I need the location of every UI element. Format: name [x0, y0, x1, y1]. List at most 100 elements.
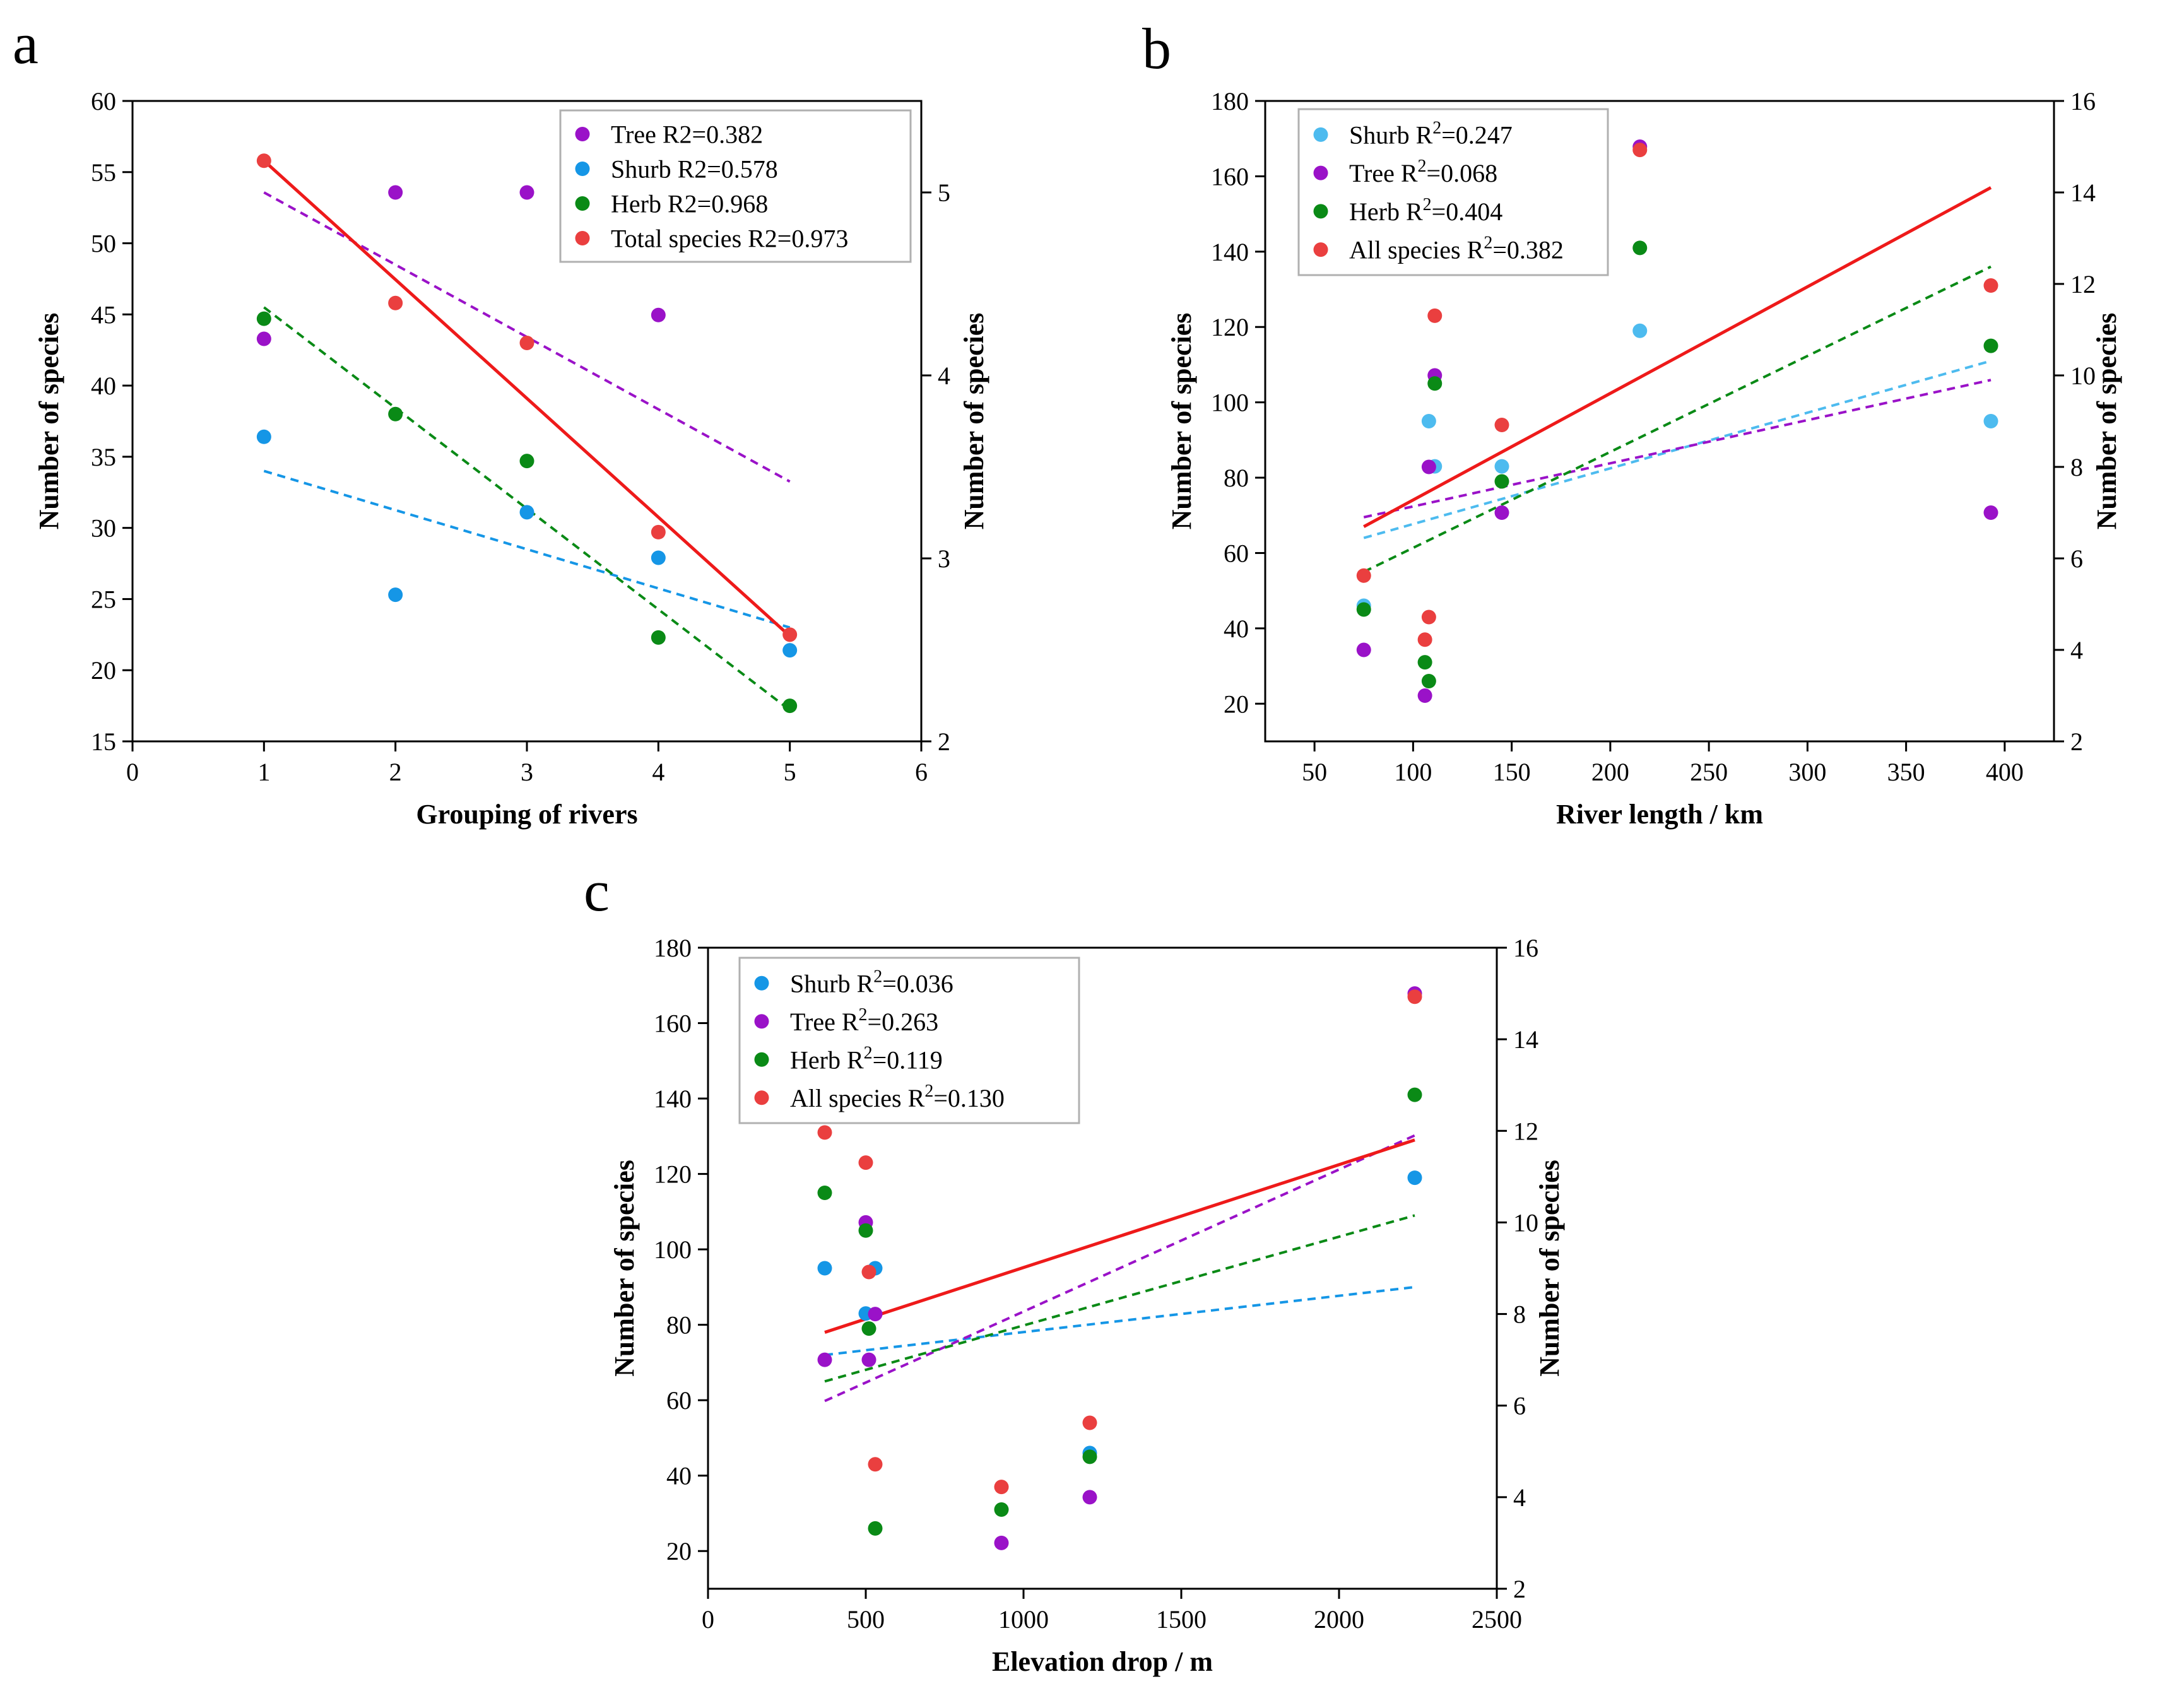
legend-r2: =0.263	[868, 1008, 939, 1036]
legend-marker	[754, 1014, 769, 1029]
x-tick-label: 350	[1887, 758, 1925, 786]
data-point-all	[1082, 1415, 1097, 1430]
data-point-tree	[1494, 505, 1509, 520]
y-tick-label: 120	[654, 1160, 692, 1189]
data-point-all	[858, 1155, 873, 1170]
data-point-shrub_b	[1494, 459, 1509, 474]
y-tick-label: 140	[654, 1085, 692, 1113]
data-point-tree	[519, 185, 534, 200]
y2-tick-label: 6	[2070, 545, 2083, 573]
data-point-all	[1407, 989, 1422, 1004]
data-point-tree	[1417, 688, 1432, 703]
legend-name: Herb R2=0.968	[611, 190, 768, 218]
legend-superscript: 2	[1423, 195, 1432, 215]
legend-marker	[1313, 165, 1328, 180]
legend-name: Tree R2=0.382	[611, 121, 763, 149]
x-axis-title: Elevation drop / m	[992, 1646, 1213, 1677]
y2-tick-label: 10	[1513, 1208, 1538, 1237]
legend-entry: Herb R2=0.119	[790, 1043, 943, 1074]
x-tick-label: 400	[1986, 758, 2024, 786]
y2-axis-title: Number of species	[959, 313, 989, 530]
data-point-shrub_a	[817, 1261, 832, 1276]
data-point-all	[651, 524, 666, 539]
data-point-all	[817, 1125, 832, 1140]
legend-entry: Tree R2=0.263	[790, 1005, 938, 1036]
y-tick-label: 140	[1211, 238, 1249, 266]
data-point-all	[388, 295, 403, 310]
fit-line-herb	[1363, 265, 1992, 574]
y2-tick-label: 8	[2070, 453, 2083, 481]
data-point-herb	[519, 454, 534, 469]
y2-tick-label: 12	[2070, 270, 2096, 298]
x-axis-title: Grouping of rivers	[416, 799, 637, 830]
y-tick-label: 20	[666, 1537, 692, 1565]
y-tick-label: 50	[91, 230, 116, 258]
x-tick-label: 2	[389, 758, 402, 786]
y-axis-title: Number of species	[609, 1160, 640, 1377]
data-point-herb	[868, 1521, 883, 1536]
legend-r2: =0.068	[1427, 159, 1498, 187]
y2-tick-label: 4	[1513, 1483, 1526, 1512]
y2-tick-label: 3	[938, 545, 950, 573]
legend-marker	[1313, 127, 1328, 142]
y-tick-label: 100	[654, 1235, 692, 1264]
legend-entry: Herb R2=0.404	[1349, 195, 1502, 226]
fit-line-shrub_a	[263, 469, 791, 629]
legend-marker	[1313, 204, 1328, 219]
x-tick-label: 1000	[998, 1605, 1049, 1634]
y-tick-label: 180	[1211, 87, 1249, 115]
y-tick-label: 100	[1211, 389, 1249, 417]
data-point-herb	[256, 311, 271, 326]
y2-tick-label: 8	[1513, 1300, 1526, 1329]
legend-r2: =0.247	[1441, 121, 1513, 149]
legend-name: Total species R2=0.973	[611, 225, 848, 253]
data-point-herb	[1407, 1087, 1422, 1102]
y-tick-label: 40	[91, 372, 116, 400]
legend-entry: Tree R2=0.068	[1349, 156, 1497, 187]
legend-r2: =0.119	[873, 1045, 943, 1074]
data-point-herb	[817, 1185, 832, 1200]
data-point-herb	[651, 630, 666, 645]
data-point-herb	[1082, 1449, 1097, 1464]
y-tick-label: 40	[666, 1462, 692, 1490]
legend-box	[1297, 108, 1609, 276]
data-point-herb	[1983, 338, 1998, 353]
data-point-shrub_a	[1407, 1170, 1422, 1186]
y-tick-label: 25	[91, 585, 116, 613]
data-point-tree	[1082, 1490, 1097, 1505]
y-tick-label: 160	[654, 1010, 692, 1038]
data-point-shrub_a	[256, 429, 271, 444]
y2-tick-label: 10	[2070, 362, 2096, 390]
data-point-all	[1983, 278, 1998, 293]
data-point-shrub_b	[1421, 414, 1436, 428]
x-tick-label: 50	[1302, 758, 1327, 786]
data-point-all	[782, 627, 798, 642]
y-tick-label: 20	[91, 656, 116, 685]
legend-marker	[575, 162, 590, 176]
data-point-tree	[388, 185, 403, 200]
x-tick-label: 5	[784, 758, 796, 786]
y2-tick-label: 14	[2070, 179, 2096, 207]
data-point-all	[1494, 417, 1509, 432]
legend-name: Tree R	[790, 1008, 859, 1036]
x-tick-label: 2000	[1314, 1605, 1364, 1634]
legend-name: Shurb R2=0.578	[611, 155, 778, 184]
x-tick-label: 1	[257, 758, 270, 786]
data-point-shrub_a	[388, 587, 403, 603]
data-point-all	[1632, 143, 1648, 158]
y2-tick-label: 16	[1513, 934, 1538, 962]
data-point-tree	[1356, 642, 1371, 657]
data-point-herb	[388, 406, 403, 421]
y2-tick-label: 5	[938, 179, 950, 207]
data-point-herb	[1421, 673, 1436, 688]
x-tick-label: 0	[126, 758, 139, 786]
legend-entry: Total species R2=0.973	[611, 225, 848, 253]
y-axis-title: Number of species	[33, 313, 64, 530]
y2-tick-label: 2	[938, 727, 950, 756]
y2-tick-label: 2	[2070, 727, 2083, 756]
data-point-all	[1427, 308, 1443, 323]
y2-tick-label: 2	[1513, 1575, 1526, 1603]
y-tick-label: 30	[91, 514, 116, 543]
legend-entry: Herb R2=0.968	[611, 190, 768, 218]
